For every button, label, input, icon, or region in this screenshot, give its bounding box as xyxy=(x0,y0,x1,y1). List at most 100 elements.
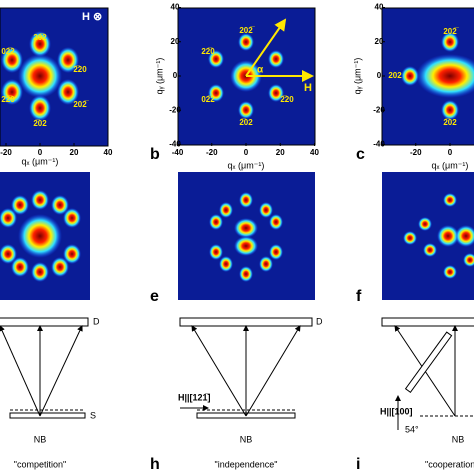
tick-label: 40 xyxy=(104,148,113,157)
tick-label: -20 xyxy=(410,148,422,157)
spot xyxy=(268,50,284,68)
spot xyxy=(0,208,17,228)
caption: "cooperation" xyxy=(425,459,474,469)
tick-label: 20 xyxy=(171,37,180,46)
spot xyxy=(1,47,23,73)
tick-label: 20 xyxy=(70,148,79,157)
spot xyxy=(209,244,223,260)
y-axis-label: qᵧ (μm⁻¹) xyxy=(154,58,164,95)
tick-label: 40 xyxy=(310,148,319,157)
spot xyxy=(18,54,62,98)
x-axis-label: qₓ (μm⁻¹) xyxy=(432,160,469,170)
spot xyxy=(18,214,62,258)
spot xyxy=(57,79,79,105)
heatmaps xyxy=(0,8,474,300)
tick-label: 40 xyxy=(375,3,384,12)
spot-label: 2̅02 xyxy=(239,118,253,127)
spot xyxy=(11,257,29,277)
spot xyxy=(259,202,273,218)
spot xyxy=(234,236,258,256)
spot xyxy=(238,101,254,119)
tick-label: -40 xyxy=(169,140,181,149)
spot xyxy=(423,243,437,257)
spot-label: 202̅ xyxy=(73,100,89,109)
spot xyxy=(441,32,459,52)
spot xyxy=(269,214,283,230)
spot xyxy=(63,244,81,264)
spot xyxy=(51,195,69,215)
tick-label: -20 xyxy=(169,105,181,114)
spot xyxy=(57,47,79,73)
spot xyxy=(239,266,253,282)
tick-label: 0 xyxy=(377,71,382,80)
tick-label: -20 xyxy=(206,148,218,157)
detector-label: D xyxy=(316,316,323,326)
tick-label: -40 xyxy=(172,148,184,157)
tick-label: 0 xyxy=(448,148,453,157)
panel-letter: e xyxy=(150,288,159,305)
field-label: H||[100] xyxy=(380,406,413,416)
spot xyxy=(1,79,23,105)
panel-letter: f xyxy=(356,288,362,305)
spot xyxy=(63,208,81,228)
tick-label: -20 xyxy=(373,105,385,114)
beam-label: NB xyxy=(240,434,253,444)
panel-letter: c xyxy=(356,146,365,163)
panel-letter: b xyxy=(150,146,160,163)
x-axis-label: qₓ (μm⁻¹) xyxy=(228,160,265,170)
spot-label: 22̅0 xyxy=(201,47,215,56)
beam-label: NB xyxy=(34,434,47,444)
tick-label: 40 xyxy=(171,3,180,12)
spot-label: 202̅ xyxy=(443,27,459,36)
spot xyxy=(416,54,474,98)
spot xyxy=(269,244,283,260)
spot-label: 02̅2 xyxy=(1,47,15,56)
tick-label: 20 xyxy=(276,148,285,157)
spot xyxy=(268,84,284,102)
spot xyxy=(219,202,233,218)
panel-letter: i xyxy=(356,456,360,473)
spot xyxy=(51,257,69,277)
spot-label: 02̅2 xyxy=(201,95,215,104)
x-axis-label: qₓ (μm⁻¹) xyxy=(22,156,59,166)
spot-label: 20̅2 xyxy=(33,33,47,42)
angle-label: α xyxy=(257,65,264,76)
spot xyxy=(455,225,474,247)
spot-label: 202 xyxy=(388,71,402,80)
caption: "competition" xyxy=(14,459,66,469)
spot xyxy=(401,66,419,86)
spot xyxy=(239,192,253,208)
spot xyxy=(209,214,223,230)
spot xyxy=(29,95,51,121)
spot xyxy=(29,31,51,57)
spot xyxy=(418,217,432,231)
spot xyxy=(0,244,17,264)
sample-label: S xyxy=(90,410,96,420)
spot xyxy=(441,100,459,120)
spot xyxy=(31,190,49,210)
spot xyxy=(403,231,417,245)
spot xyxy=(11,195,29,215)
spot xyxy=(31,262,49,282)
diagrams xyxy=(0,317,474,430)
spot-label: 22̅0 xyxy=(1,95,15,104)
angle-label: 54° xyxy=(405,424,419,434)
tick-label: -40 xyxy=(373,140,385,149)
panel-letter: h xyxy=(150,456,160,473)
tick-label: -20 xyxy=(0,148,12,157)
tick-label: 0 xyxy=(173,71,178,80)
field-label: H||[121̅] xyxy=(178,392,211,402)
angle-arrow xyxy=(245,18,287,77)
spot xyxy=(443,193,457,207)
spot xyxy=(219,256,233,272)
spot-label: 2̅02 xyxy=(33,119,47,128)
spot xyxy=(234,218,258,238)
tick-label: 0 xyxy=(38,148,43,157)
spot xyxy=(437,225,459,247)
spot xyxy=(443,265,457,279)
beam-label: NB xyxy=(452,434,465,444)
spot xyxy=(238,33,254,51)
spot-label: 2̅20 xyxy=(280,95,294,104)
spot xyxy=(463,253,474,267)
